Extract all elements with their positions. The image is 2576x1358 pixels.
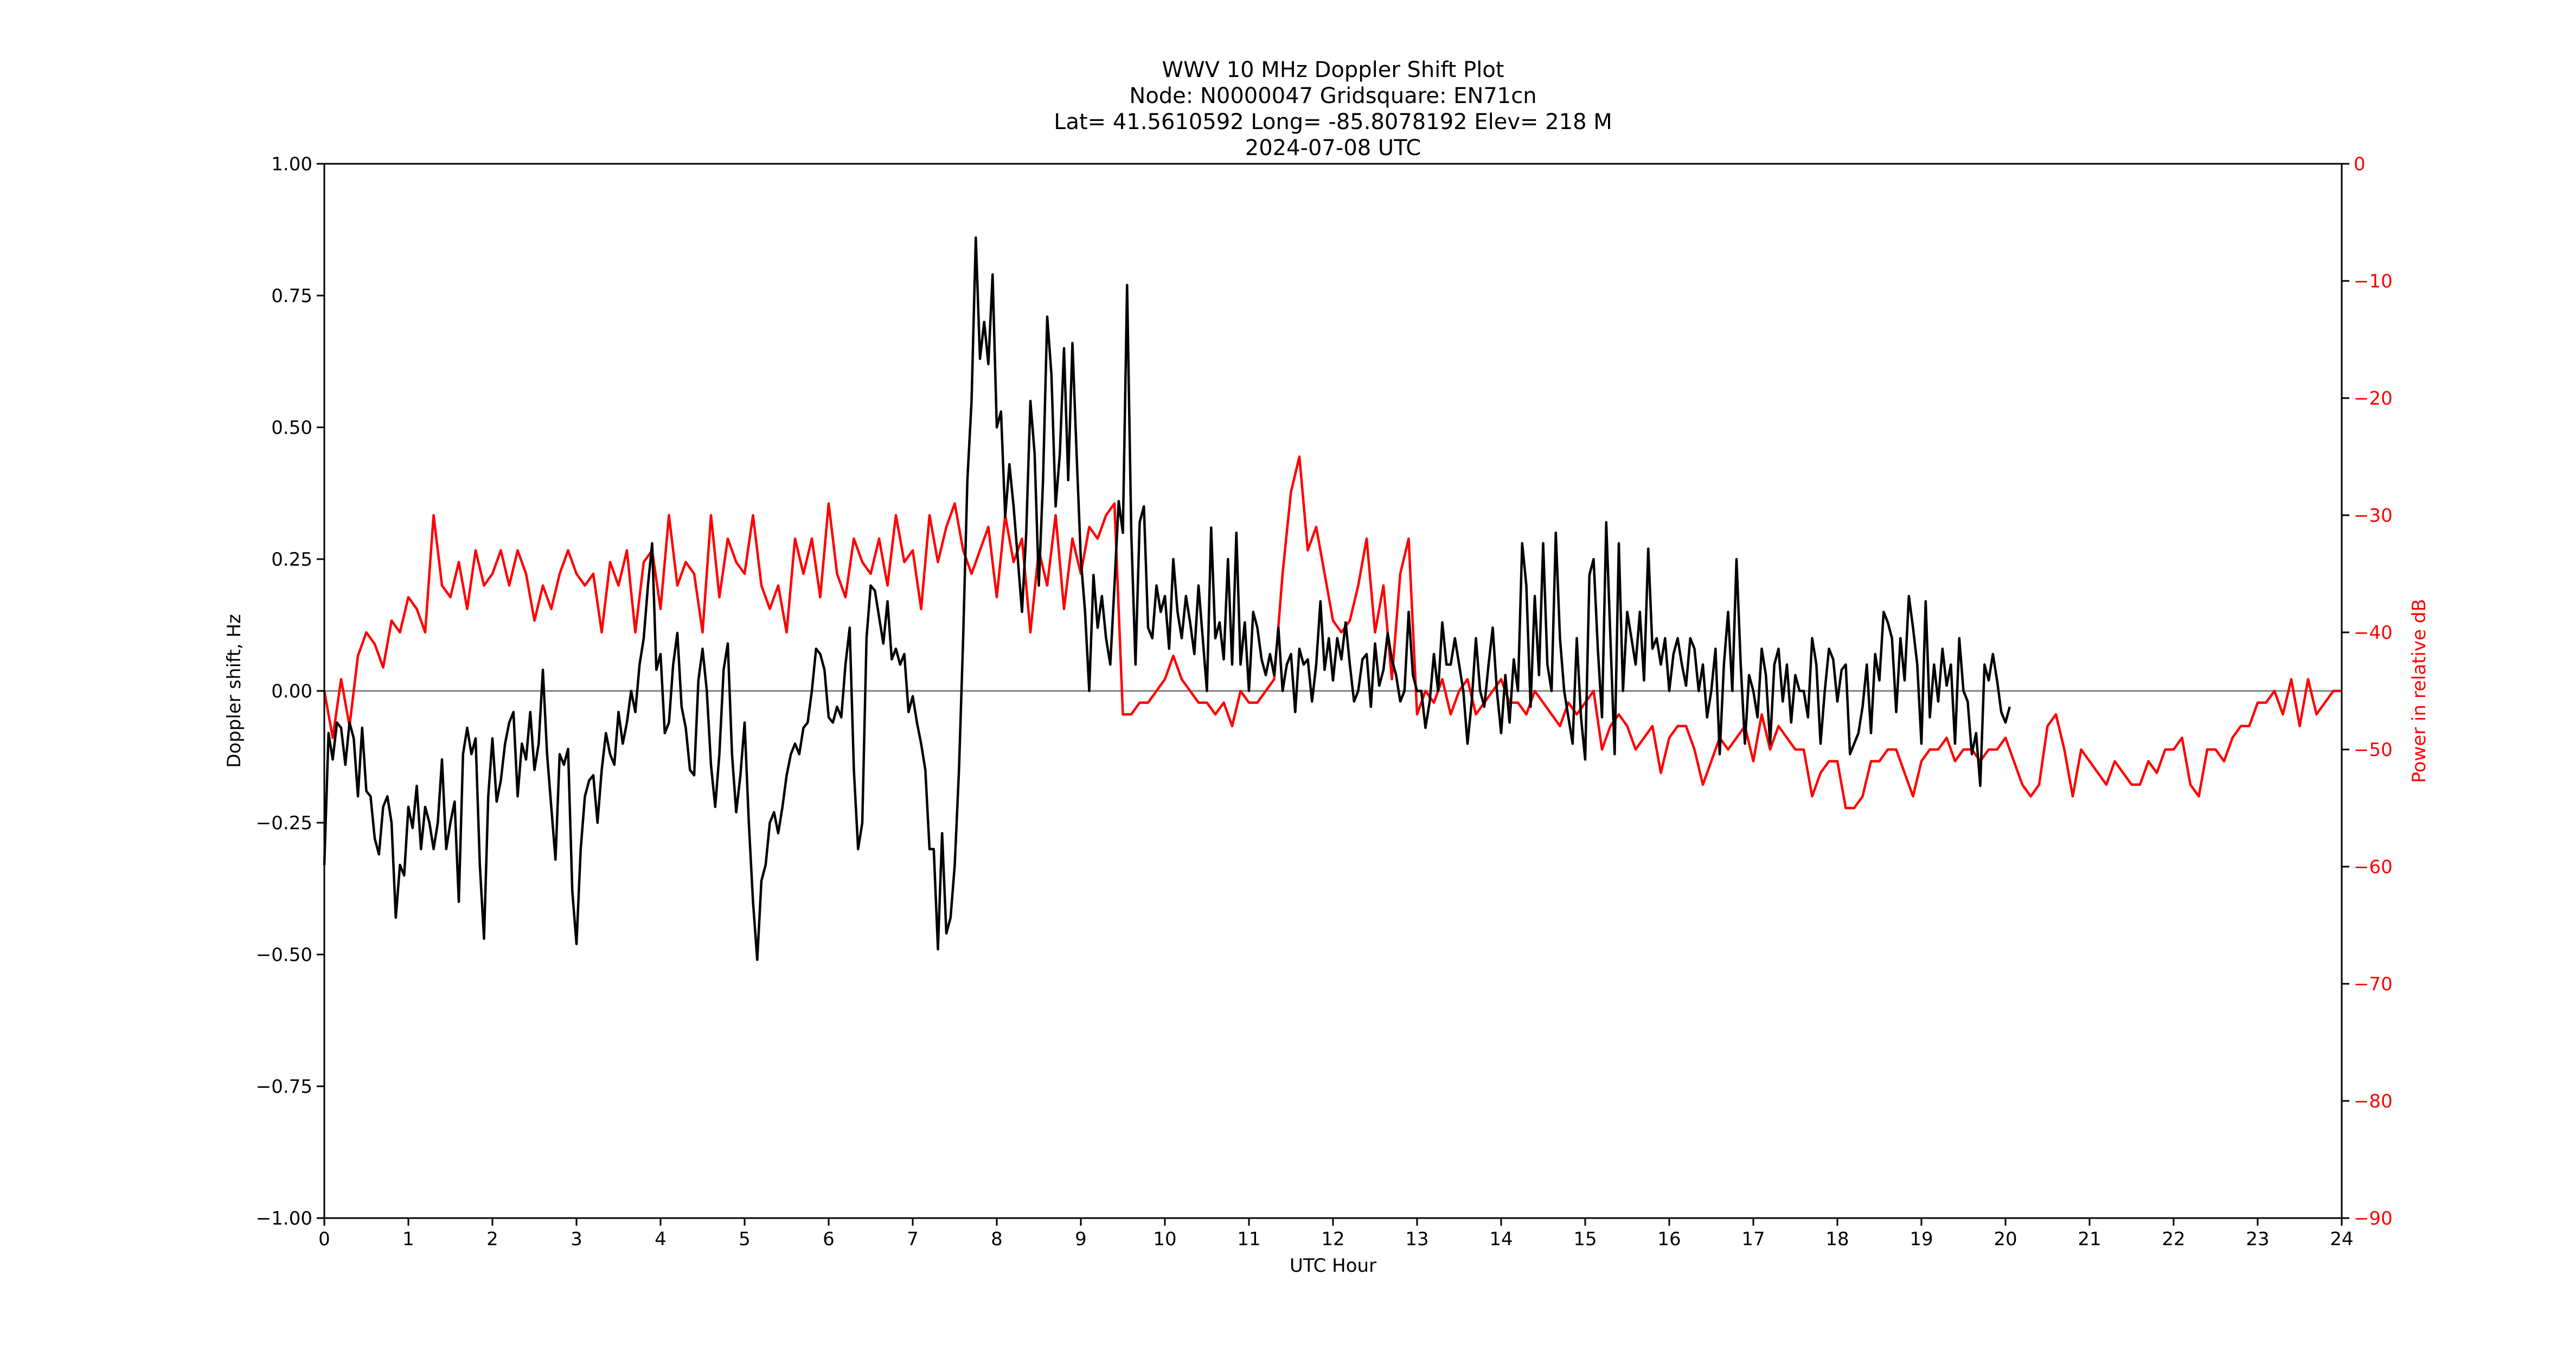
y-left-tick-label: 0.75 (271, 285, 312, 307)
x-tick-label: 19 (1909, 1228, 1933, 1250)
power-series-line (323, 455, 2342, 810)
y-right-tick-label: −80 (2354, 1091, 2393, 1112)
x-tick-label: 6 (823, 1228, 835, 1250)
y-right-tick-label: −90 (2354, 1208, 2393, 1229)
y-left-tick-label: −0.25 (256, 812, 312, 834)
y-left-tick-label: 1.00 (271, 153, 312, 175)
y-axis-right-label: Power in relative dB (2408, 599, 2430, 783)
chart-subtitle-date: 2024-07-08 UTC (1245, 136, 1421, 161)
y-right-tick-label: −60 (2354, 856, 2393, 878)
y-left-tick-label: −1.00 (256, 1208, 312, 1229)
x-tick-label: 5 (739, 1228, 751, 1250)
x-tick-label: 24 (2330, 1228, 2353, 1250)
y-right-tick-label: −50 (2354, 739, 2393, 761)
x-tick-label: 14 (1489, 1228, 1513, 1250)
x-tick-label: 22 (2162, 1228, 2185, 1250)
y-right-tick-label: −10 (2354, 271, 2393, 292)
y-left-tick-label: −0.75 (256, 1076, 312, 1098)
x-tick-label: 16 (1657, 1228, 1681, 1250)
x-tick-label: 2 (486, 1228, 498, 1250)
y-left-tick-label: 0.00 (271, 681, 312, 702)
y-axis-left-label: Doppler shift, Hz (223, 614, 245, 768)
y-axis-right-ticks: 0 −10 −20 −30 −40 −50 −60 −70 −80 −90 (2342, 153, 2393, 1229)
chart-subtitle-node: Node: N0000047 Gridsquare: EN71cn (1129, 84, 1536, 108)
x-axis-label: UTC Hour (1290, 1255, 1376, 1277)
x-tick-label: 0 (318, 1228, 330, 1250)
chart-title: WWV 10 MHz Doppler Shift Plot (1162, 57, 1504, 82)
x-tick-label: 1 (402, 1228, 414, 1250)
x-tick-label: 20 (1994, 1228, 2017, 1250)
x-tick-label: 23 (2246, 1228, 2269, 1250)
x-tick-label: 3 (571, 1228, 582, 1250)
x-tick-label: 4 (655, 1228, 667, 1250)
y-right-tick-label: −20 (2354, 388, 2393, 409)
x-tick-label: 18 (1825, 1228, 1849, 1250)
x-tick-label: 17 (1741, 1228, 1765, 1250)
x-tick-label: 13 (1405, 1228, 1428, 1250)
y-axis-left-ticks: 1.00 0.75 0.50 0.25 0.00 −0.25 −0.50 −0.75 −1.00 (256, 153, 324, 1229)
x-tick-label: 7 (907, 1228, 919, 1250)
y-left-tick-label: 0.25 (271, 549, 312, 571)
series-layer (323, 236, 2342, 961)
y-right-tick-label: 0 (2354, 153, 2366, 175)
y-right-tick-label: −70 (2354, 973, 2393, 995)
x-tick-label: 9 (1075, 1228, 1087, 1250)
y-left-tick-label: −0.50 (256, 944, 312, 966)
y-left-tick-label: 0.50 (271, 417, 312, 439)
doppler-series-line (323, 236, 2011, 961)
x-tick-label: 15 (1573, 1228, 1597, 1250)
x-tick-label: 12 (1321, 1228, 1344, 1250)
x-axis-ticks: 0 1 2 3 4 5 6 7 8 9 10 11 12 13 14 15 16 17 18 19 20 21 22 23 24 (318, 1218, 2354, 1250)
x-tick-label: 21 (2078, 1228, 2101, 1250)
chart-subtitle-location: Lat= 41.5610592 Long= -85.8078192 Elev= … (1054, 110, 1612, 134)
x-tick-label: 10 (1153, 1228, 1176, 1250)
x-tick-label: 8 (991, 1228, 1003, 1250)
x-tick-label: 11 (1237, 1228, 1260, 1250)
y-right-tick-label: −40 (2354, 622, 2393, 644)
y-right-tick-label: −30 (2354, 505, 2393, 527)
